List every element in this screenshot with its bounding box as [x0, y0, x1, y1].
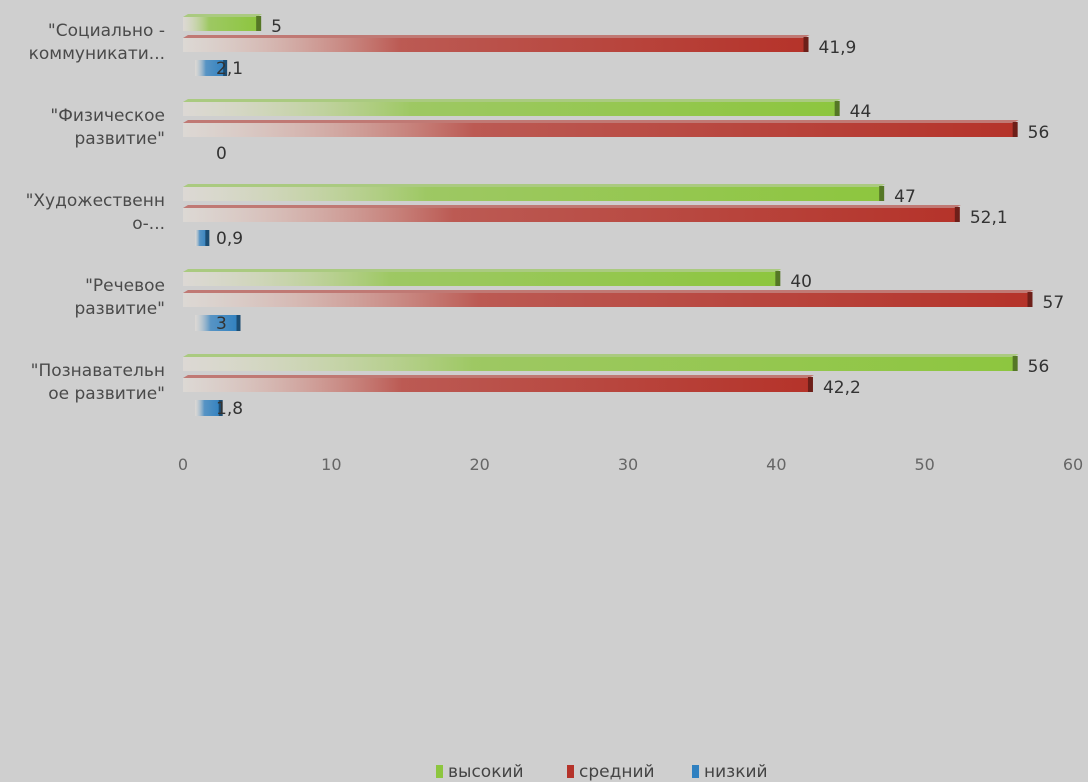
legend-label: высокий — [448, 762, 524, 782]
data-label: 1,8 — [216, 399, 243, 419]
category-label: "Художественн о-... — [26, 191, 165, 234]
bar-средний — [183, 378, 809, 392]
bar-top — [183, 354, 1019, 357]
x-tick-label: 60 — [1063, 455, 1083, 474]
labels-layer: "Социально -коммуникати... "Физическое раз… — [26, 17, 1065, 419]
bar-средний — [183, 38, 805, 52]
bar-средний — [183, 123, 1014, 137]
bar-end — [954, 207, 960, 222]
legend-item-высокий: высокий — [436, 762, 524, 782]
bar-низкий — [195, 315, 240, 331]
x-tick-label: 10 — [321, 455, 341, 474]
bar-низкий — [195, 400, 222, 416]
data-label: 47 — [894, 187, 916, 207]
category-label: "Речевое развитие" — [74, 276, 165, 319]
bar-top — [183, 99, 841, 102]
x-tick-label: 30 — [618, 455, 638, 474]
bar-средний — [183, 293, 1029, 307]
bar-end — [834, 101, 840, 116]
x-tick-label: 0 — [178, 455, 188, 474]
bar-высокий — [183, 272, 777, 286]
bar-top — [183, 35, 810, 38]
bar-cap — [218, 400, 223, 416]
data-label: 52,1 — [970, 208, 1008, 228]
bar-top — [183, 290, 1034, 293]
bar-end — [1012, 122, 1018, 137]
legend-item-низкий: низкий — [692, 762, 768, 782]
bar-cap — [223, 60, 228, 76]
bar-top — [183, 120, 1019, 123]
bar-низкий — [195, 60, 227, 76]
legend-swatch — [567, 765, 574, 778]
data-label: 2,1 — [216, 59, 243, 79]
category-label: "Физическое развитие" — [50, 106, 165, 149]
bar-top — [183, 184, 886, 187]
bar-end — [775, 271, 781, 286]
x-tick-label: 40 — [766, 455, 786, 474]
data-label: 44 — [850, 102, 872, 122]
legend: высокий средний низкий — [436, 762, 768, 782]
category-label: "Познавательн ое развитие" — [31, 361, 165, 404]
bar-высокий — [183, 357, 1014, 371]
data-label: 56 — [1028, 123, 1050, 143]
bar-высокий — [183, 17, 258, 31]
data-label: 57 — [1043, 293, 1065, 313]
data-label: 3 — [216, 314, 227, 334]
bar-средний — [183, 208, 956, 222]
legend-swatch — [692, 765, 699, 778]
legend-label: средний — [579, 762, 655, 782]
bar-end — [256, 16, 262, 31]
x-tick-label: 20 — [469, 455, 489, 474]
data-label: 41,9 — [819, 38, 857, 58]
bar-end — [807, 377, 813, 392]
bar-низкий — [195, 230, 209, 246]
x-axis: 0 10 20 30 40 50 60 — [178, 455, 1083, 474]
legend-label: низкий — [704, 762, 768, 782]
bar-end — [803, 37, 809, 52]
data-label: 0 — [216, 144, 227, 164]
bar-top — [183, 14, 263, 17]
bar-top — [183, 375, 814, 378]
bar-end — [1012, 356, 1018, 371]
bar-высокий — [183, 187, 881, 201]
bar-cap — [236, 315, 241, 331]
data-label: 5 — [271, 17, 282, 37]
category-label: "Социально -коммуникати... — [29, 21, 165, 64]
x-tick-label: 50 — [914, 455, 934, 474]
legend-swatch — [436, 765, 443, 778]
data-label: 40 — [790, 272, 812, 292]
data-label: 56 — [1028, 357, 1050, 377]
bar-end — [879, 186, 885, 201]
data-label: 42,2 — [823, 378, 861, 398]
bar-top — [183, 205, 961, 208]
bar-end — [1027, 292, 1033, 307]
bar-top — [183, 269, 782, 272]
bar-cap — [205, 230, 210, 246]
data-label: 0,9 — [216, 229, 243, 249]
legend-item-средний: средний — [567, 762, 655, 782]
bars-layer — [183, 14, 1034, 416]
bar-высокий — [183, 102, 836, 116]
